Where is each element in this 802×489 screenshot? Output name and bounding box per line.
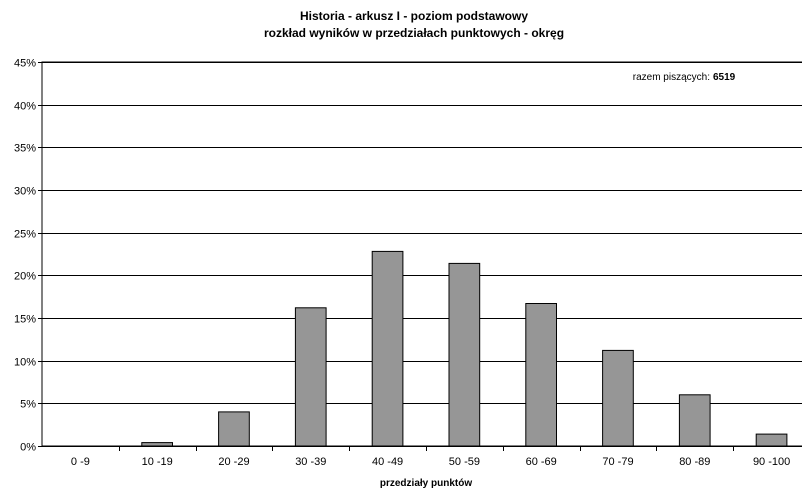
x-tick-label: 0 -9 <box>71 456 90 468</box>
gridlines <box>42 62 802 447</box>
bar-70-79 <box>602 349 634 447</box>
y-tick-label: 10% <box>14 357 36 369</box>
x-tick-label: 90 -100 <box>753 456 790 468</box>
bar-80-89 <box>678 394 711 447</box>
bar-10-19 <box>141 442 174 447</box>
y-tick-label: 30% <box>14 186 36 198</box>
bar-50-59 <box>448 262 481 447</box>
plot-area-frame <box>41 61 802 447</box>
y-tick-label: 20% <box>14 271 36 283</box>
bars <box>141 250 788 447</box>
bar-60-69 <box>525 303 557 447</box>
x-tick-label: 50 -59 <box>449 456 480 468</box>
x-axis-label: przedziały punktów <box>380 478 472 489</box>
x-axis-ticks: 0 -9 10 -19 20 -29 30 -39 40 -49 50 -59 60 -69… <box>71 446 790 468</box>
y-tick-label: 45% <box>14 58 36 70</box>
x-tick-label: 60 -69 <box>526 456 557 468</box>
x-tick-label: 70 -79 <box>602 456 633 468</box>
total-writers-label: razem piszących: <box>633 72 710 83</box>
total-writers-value: 6519 <box>713 72 736 83</box>
y-tick-label: 0% <box>20 442 36 454</box>
y-tick-label: 40% <box>14 101 36 113</box>
x-tick-label: 40 -49 <box>372 456 403 468</box>
y-tick-label: 25% <box>14 229 36 241</box>
bar-90-100 <box>755 433 788 447</box>
chart-subtitle: rozkład wyników w przedziałach punktowyc… <box>264 26 564 40</box>
x-tick-label: 20 -29 <box>218 456 249 468</box>
x-tick-label: 80 -89 <box>679 456 710 468</box>
x-tick-label: 30 -39 <box>295 456 326 468</box>
x-tick-label: 10 -19 <box>142 456 173 468</box>
bar-30-39 <box>294 307 327 447</box>
y-tick-label: 15% <box>14 314 36 326</box>
y-tick-label: 5% <box>20 399 36 411</box>
bar-40-49 <box>371 250 404 447</box>
chart-title: Historia - arkusz I - poziom podstawowy <box>300 9 528 23</box>
bar-20-29 <box>218 411 250 447</box>
y-axis-ticks: 0% 5% 10% 15% 20% 25% 30% 35% 40% 45% <box>14 58 42 454</box>
y-tick-label: 35% <box>14 143 36 155</box>
